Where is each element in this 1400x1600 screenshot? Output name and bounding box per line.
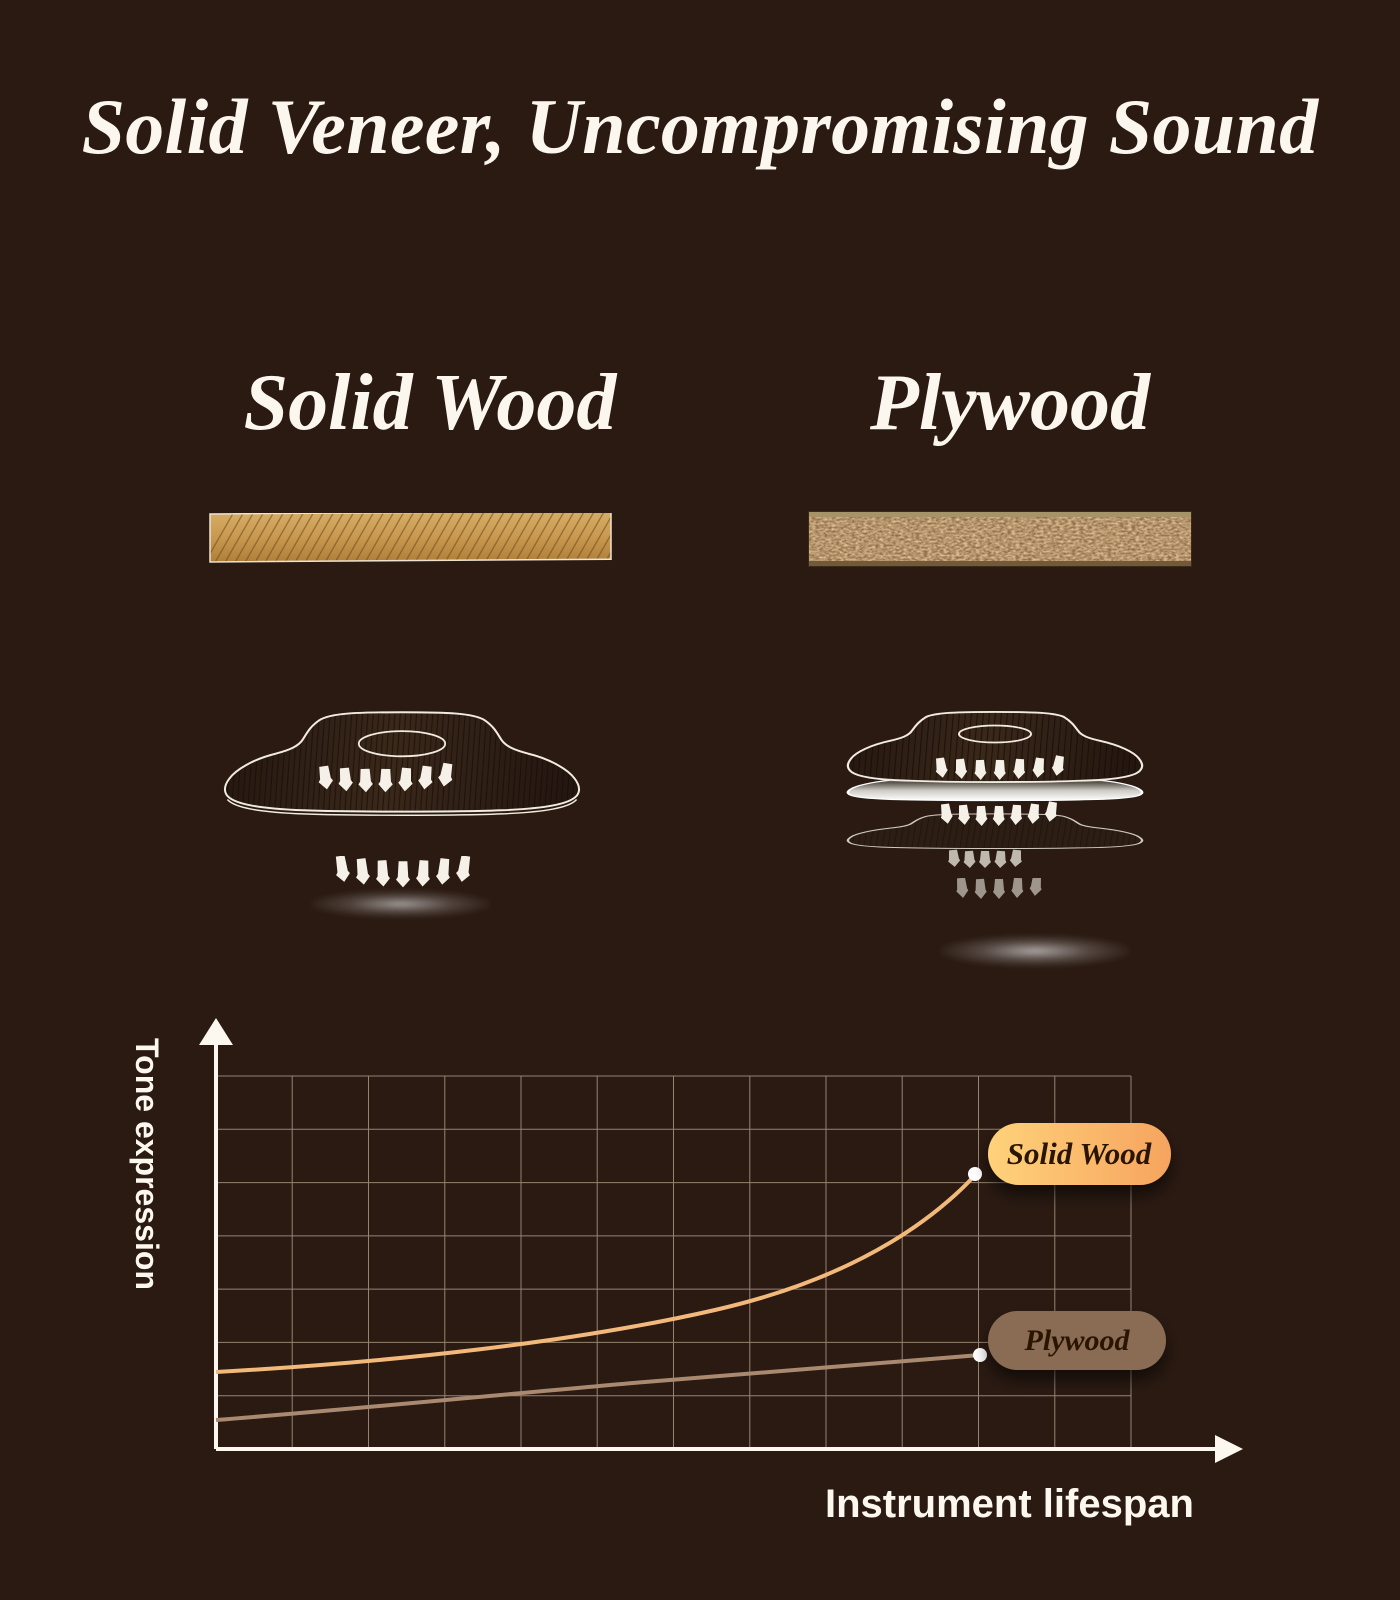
svg-text:Plywood: Plywood <box>1024 1324 1131 1357</box>
svg-text:Solid Wood: Solid Wood <box>1007 1136 1152 1171</box>
